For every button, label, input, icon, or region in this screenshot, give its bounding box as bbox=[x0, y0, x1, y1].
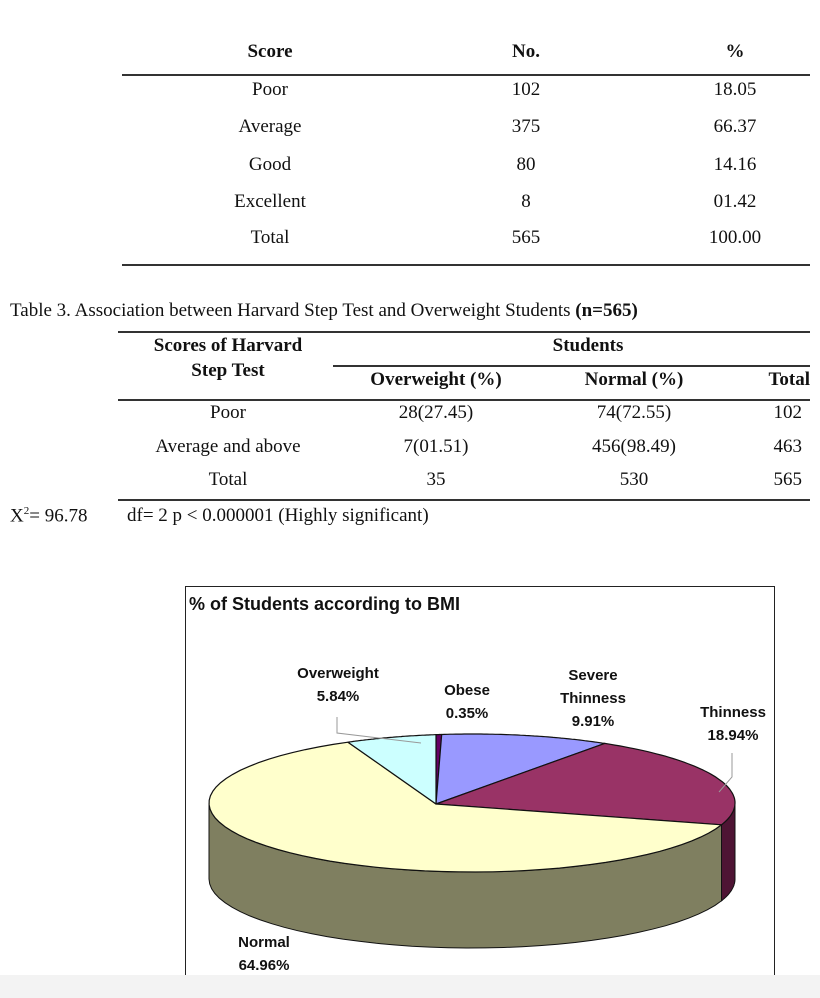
table-cell: 100.00 bbox=[708, 227, 762, 248]
table-cell: 14.16 bbox=[713, 154, 757, 175]
table-cell: 80 bbox=[516, 154, 536, 175]
table-cell: 28(27.45) bbox=[398, 402, 474, 423]
table-cell: 456(98.49) bbox=[592, 436, 676, 457]
table-cell: Average bbox=[238, 116, 302, 137]
table-cell: 463 bbox=[773, 436, 803, 457]
divider bbox=[333, 365, 810, 367]
table-cell: Total bbox=[250, 227, 290, 248]
table-caption: Table 3. Association between Harvard Ste… bbox=[10, 300, 638, 322]
divider bbox=[118, 499, 810, 501]
header-score-line2: Step Test bbox=[191, 360, 265, 381]
pie-label-line: Thinness bbox=[700, 704, 766, 721]
chi-value: = 96.78 bbox=[29, 505, 88, 527]
caption-n: (n=565) bbox=[575, 300, 638, 321]
subheader-total: Total bbox=[768, 369, 810, 390]
chi-sup: 2 bbox=[23, 505, 30, 517]
header-percent: % bbox=[725, 41, 745, 62]
pie-label-line: 18.94% bbox=[707, 727, 759, 744]
table-cell: 102 bbox=[511, 79, 541, 100]
table-cell: 565 bbox=[511, 227, 541, 248]
leader-line-thinness bbox=[718, 753, 733, 793]
table-cell: 35 bbox=[426, 469, 446, 490]
divider bbox=[122, 74, 810, 76]
bmi-pie-chart: % of Students according to BMI Obese 0.35… bbox=[185, 586, 775, 987]
table-cell: 7(01.51) bbox=[403, 436, 469, 457]
table-cell: 01.42 bbox=[713, 191, 757, 212]
divider bbox=[122, 264, 810, 266]
pie-label-line: 0.35% bbox=[445, 705, 489, 722]
subheader-overweight: Overweight (%) bbox=[370, 369, 502, 390]
table-cell: 102 bbox=[773, 402, 803, 423]
pie-label-normal: Normal 64.96% bbox=[238, 931, 290, 977]
table-cell: Poor bbox=[252, 79, 288, 100]
table-cell: 74(72.55) bbox=[596, 402, 672, 423]
caption-text: Table 3. Association between Harvard Ste… bbox=[10, 300, 576, 321]
pie-slice-severe-thinness bbox=[435, 733, 606, 805]
table-cell: Total bbox=[208, 469, 248, 490]
table-cell: Poor bbox=[210, 402, 246, 423]
chart-title: % of Students according to BMI bbox=[189, 594, 461, 614]
leader-line-overweight bbox=[336, 717, 422, 744]
table-cell: Excellent bbox=[234, 191, 306, 212]
page-bottom bbox=[0, 975, 820, 998]
pie-label-line: Severe bbox=[568, 667, 618, 684]
subheader-normal: Normal (%) bbox=[584, 369, 684, 390]
table-cell: 66.37 bbox=[713, 116, 757, 137]
pie-label-line: Overweight bbox=[297, 665, 379, 682]
table-cell: 375 bbox=[511, 116, 541, 137]
pie-slice-thinness bbox=[435, 742, 736, 826]
pie-label-severe-thinness: Severe Thinness 9.91% bbox=[560, 664, 626, 733]
table-cell: Average and above bbox=[155, 436, 301, 457]
pie-label-line: 64.96% bbox=[238, 957, 290, 974]
pie-label-line: Thinness bbox=[560, 690, 626, 707]
pie-label-obese: Obese 0.35% bbox=[444, 679, 490, 725]
table-cell: 8 bbox=[521, 191, 531, 212]
pie-label-line: 9.91% bbox=[571, 713, 615, 730]
pie-label-line: Normal bbox=[238, 934, 290, 951]
pie-label-line: Obese bbox=[444, 682, 490, 699]
pie-slice-normal bbox=[208, 741, 723, 873]
pie-label-thinness: Thinness 18.94% bbox=[700, 701, 766, 747]
header-students: Students bbox=[552, 335, 624, 356]
pie-svg bbox=[208, 717, 736, 949]
chi-square: X2= 96.78 bbox=[10, 505, 87, 527]
table-cell: Good bbox=[248, 154, 292, 175]
divider bbox=[118, 399, 810, 401]
pie-label-line: 5.84% bbox=[316, 688, 360, 705]
divider bbox=[118, 331, 810, 333]
header-no: No. bbox=[512, 41, 540, 62]
chi-label: X bbox=[10, 505, 24, 527]
header-score-line1: Scores of Harvard bbox=[153, 335, 303, 356]
pie-label-overweight: Overweight 5.84% bbox=[297, 662, 379, 708]
table-cell: 530 bbox=[619, 469, 649, 490]
table-cell: 565 bbox=[773, 469, 803, 490]
stats-text: df= 2 p < 0.000001 (Highly significant) bbox=[127, 505, 429, 526]
header-score: Score bbox=[247, 41, 293, 62]
table-cell: 18.05 bbox=[713, 79, 757, 100]
pie-slice-overweight bbox=[347, 734, 437, 805]
